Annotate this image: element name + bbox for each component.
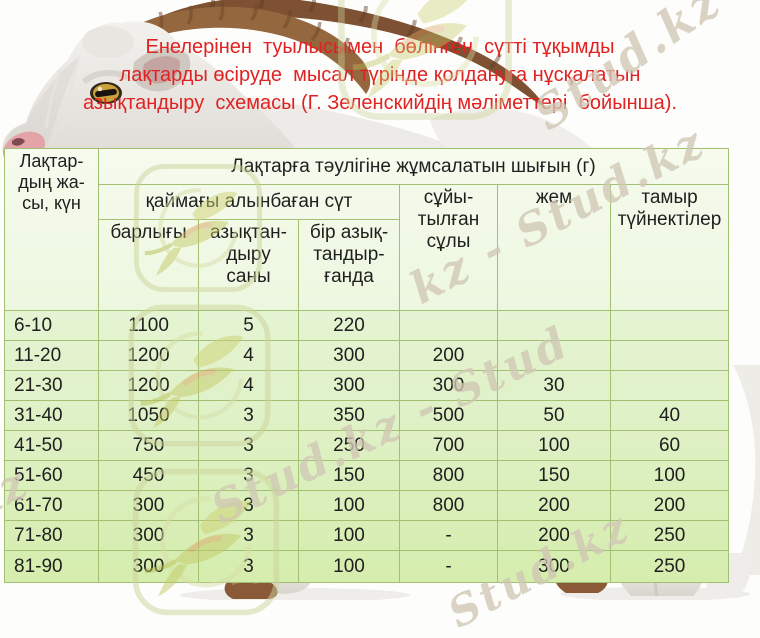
cell-age: 21-30 xyxy=(4,370,99,401)
table-row: 6-10 1100 5 220 xyxy=(4,310,730,341)
cell: - xyxy=(399,520,498,551)
cell: 350 xyxy=(298,400,400,431)
cell: 250 xyxy=(609,550,730,583)
cell-age: 71-80 xyxy=(4,520,99,551)
header-diluted-oats: сұйы-тылған сұлы xyxy=(399,184,498,311)
studkz-logo-watermark xyxy=(122,298,277,453)
header-milk-per-feeding: бір азық-тандыр-ғанда xyxy=(298,219,400,311)
cell: 220 xyxy=(298,310,400,341)
cell-age: 31-40 xyxy=(4,400,99,431)
cell: 3 xyxy=(198,430,299,461)
cell: 100 xyxy=(298,490,400,521)
cell: 200 xyxy=(497,520,611,551)
cell: 200 xyxy=(609,490,730,521)
cell: 500 xyxy=(399,400,498,431)
cell xyxy=(609,340,730,371)
cell: - xyxy=(399,550,498,583)
table-row: 21-30 1200 4 300 300 30 xyxy=(4,370,730,401)
cell-age: 41-50 xyxy=(4,430,99,461)
cell: 1100 xyxy=(98,310,199,341)
cell: 700 xyxy=(399,430,498,461)
cell: 100 xyxy=(609,460,730,491)
cell: 800 xyxy=(399,490,498,521)
cell: 300 xyxy=(98,520,199,551)
cell-age: 61-70 xyxy=(4,490,99,521)
cell-age: 6-10 xyxy=(4,310,99,341)
header-whole-milk: қаймағы алынбаған сүт xyxy=(98,184,400,220)
cell xyxy=(497,340,611,371)
table-row: 61-70 300 3 100 800 200 200 xyxy=(4,490,730,521)
cell xyxy=(609,370,730,401)
cell: 200 xyxy=(497,490,611,521)
cell xyxy=(609,310,730,341)
cell: 300 xyxy=(298,340,400,371)
header-root-tubers: тамыр түйнектілер xyxy=(609,184,730,311)
table-row: 31-40 1050 3 350 500 50 40 xyxy=(4,400,730,431)
table-row: 41-50 750 3 250 700 100 60 xyxy=(4,430,730,461)
cell-age: 11-20 xyxy=(4,340,99,371)
cell-age: 81-90 xyxy=(4,550,99,583)
header-age: Лақтар-дың жа-сы, күн xyxy=(4,148,99,311)
cell: 100 xyxy=(298,520,400,551)
cell: 200 xyxy=(399,340,498,371)
cell: 30 xyxy=(497,370,611,401)
table-row: 81-90 300 3 100 - 300 250 xyxy=(4,550,730,583)
cell: 250 xyxy=(609,520,730,551)
table-row: 11-20 1200 4 300 200 xyxy=(4,340,730,371)
cell: 300 xyxy=(98,490,199,521)
cell: 60 xyxy=(609,430,730,461)
cell: 800 xyxy=(399,460,498,491)
cell: 300 xyxy=(298,370,400,401)
table-row: 51-60 450 3 150 800 150 100 xyxy=(4,460,730,491)
cell: 3 xyxy=(198,460,299,491)
header-milk-total: барлығы xyxy=(98,219,199,311)
cell: 100 xyxy=(497,430,611,461)
table-body: 6-10 1100 5 220 11-20 1200 4 300 200 21-… xyxy=(4,310,730,583)
cell: 100 xyxy=(298,550,400,583)
cell xyxy=(497,310,611,341)
cell: 150 xyxy=(497,460,611,491)
studkz-logo-watermark xyxy=(330,0,520,128)
cell: 750 xyxy=(98,430,199,461)
cell: 50 xyxy=(497,400,611,431)
cell xyxy=(399,310,498,341)
cell: 40 xyxy=(609,400,730,431)
studkz-logo-watermark xyxy=(128,158,268,298)
feeding-scheme-table: Лақтар-дың жа-сы, күн Лақтарға тәулігіне… xyxy=(4,148,730,583)
